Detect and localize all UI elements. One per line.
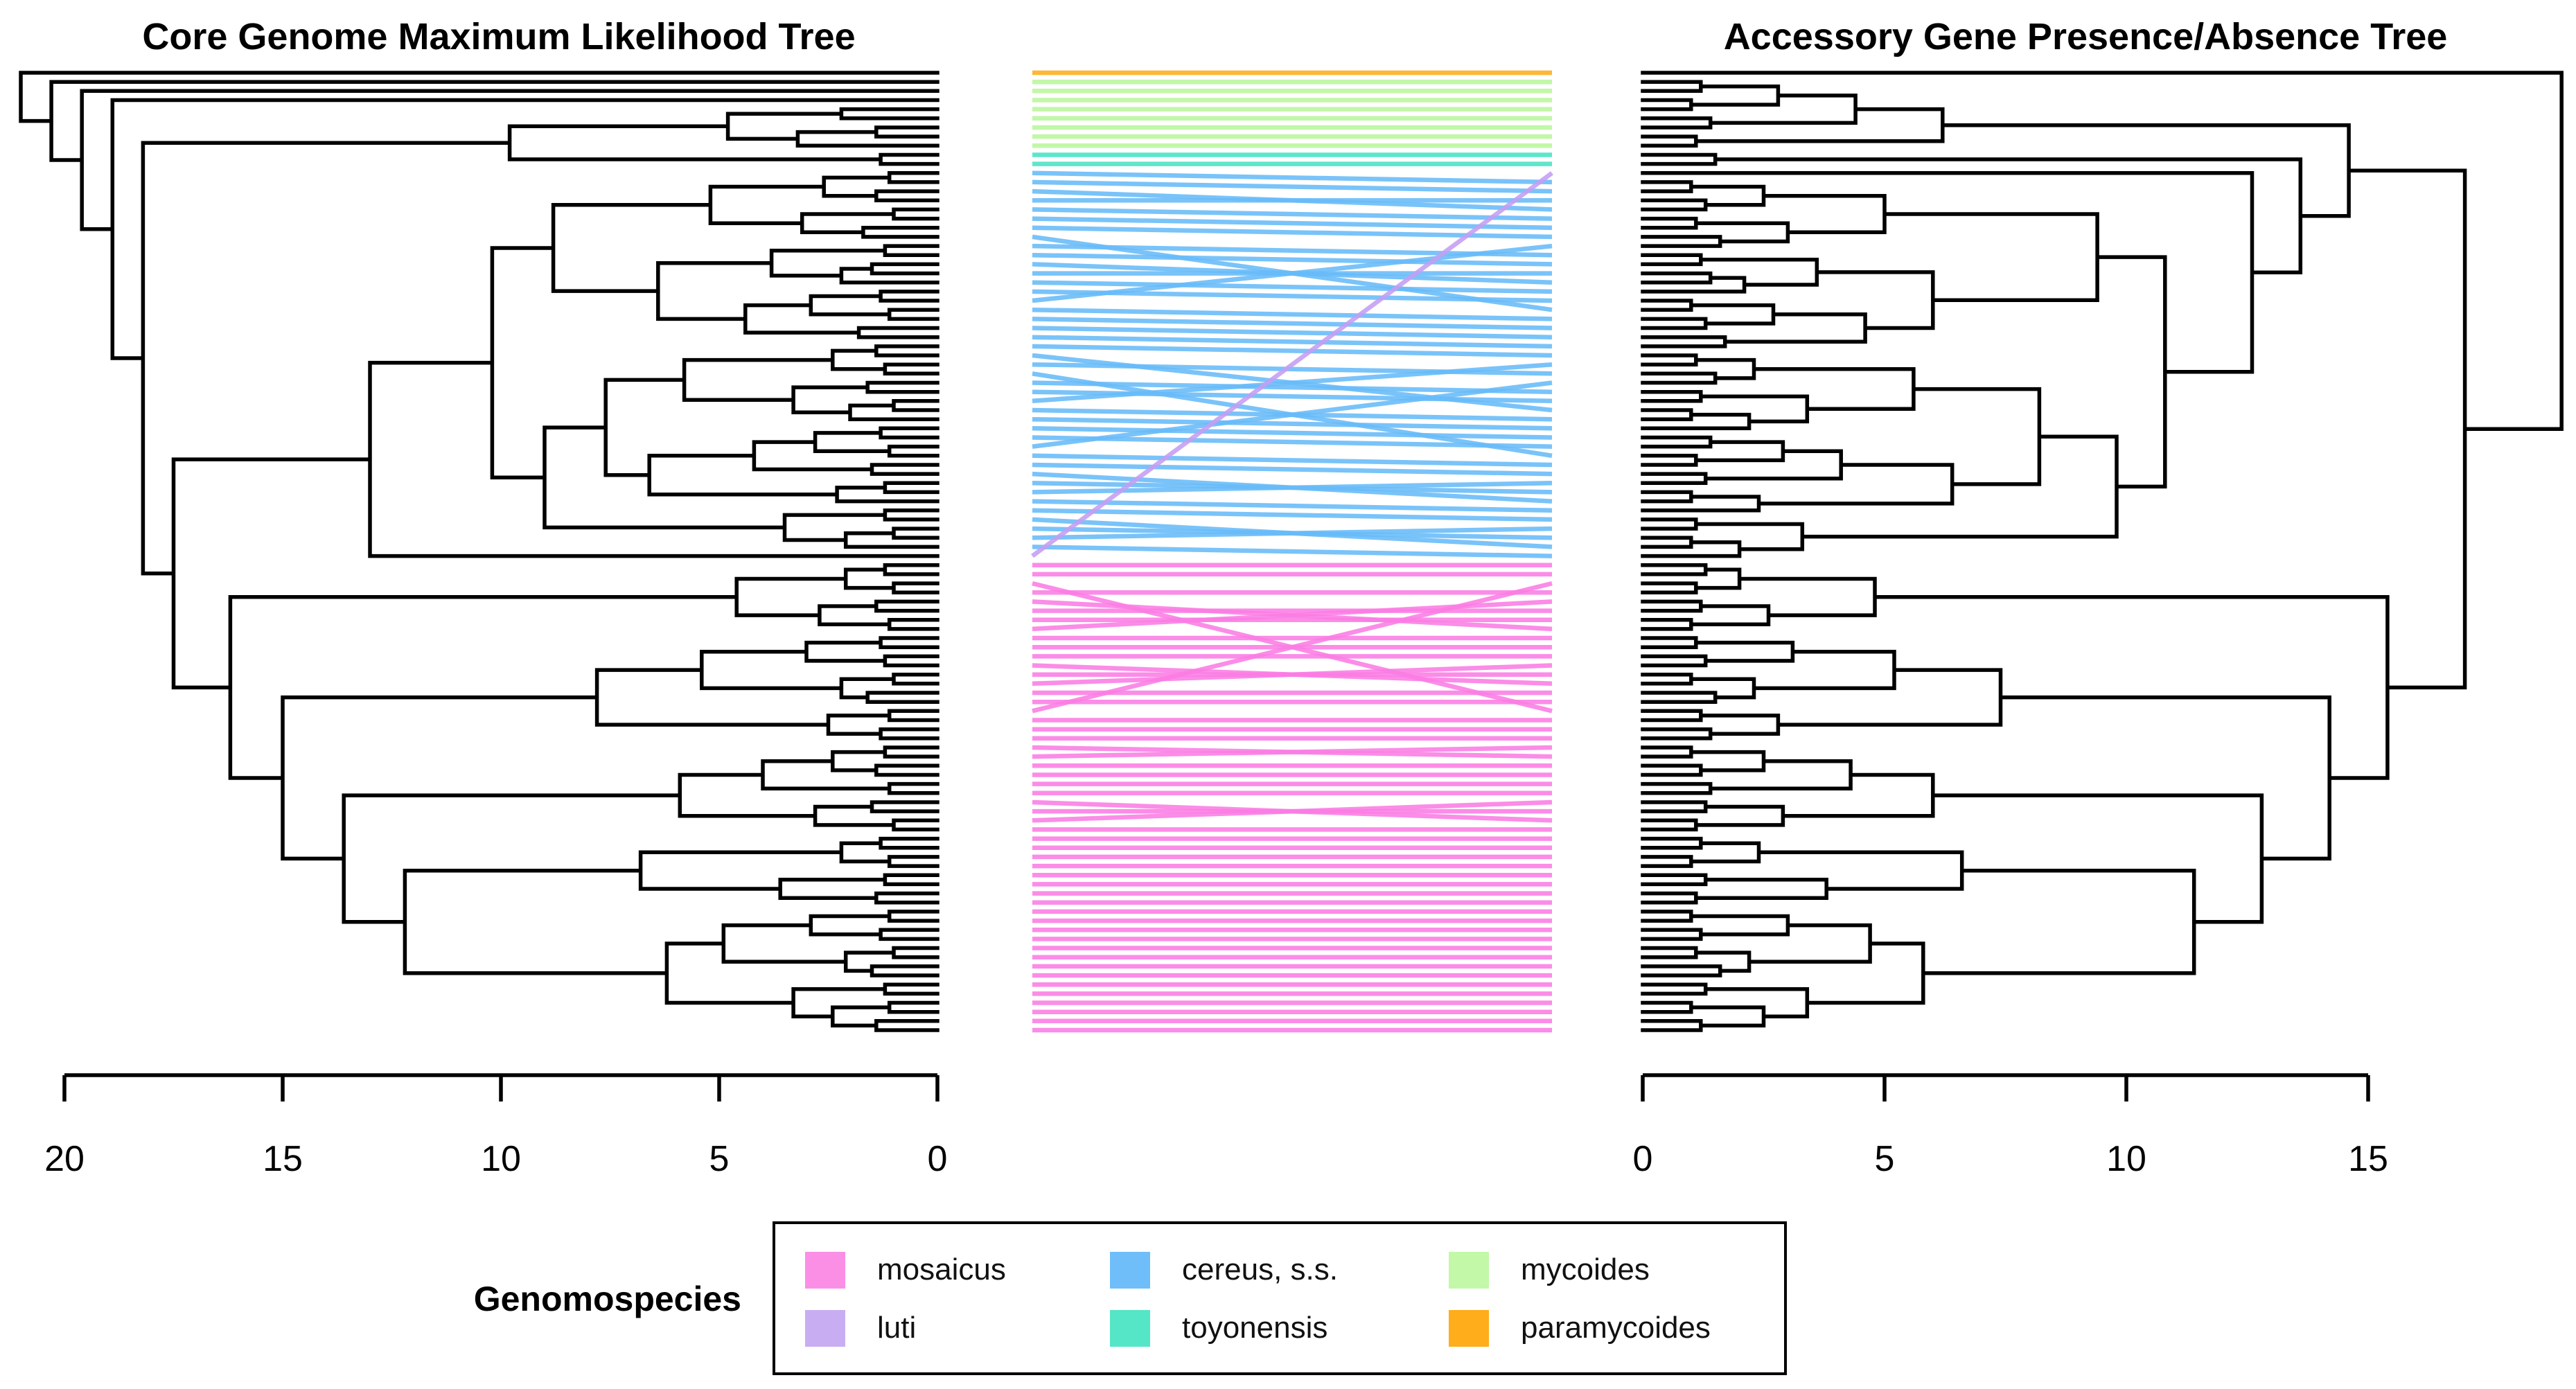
legend-title: Genomospecies	[473, 1280, 741, 1318]
link-cereusss	[1032, 380, 1553, 394]
link-cereusss	[1032, 207, 1553, 221]
link-cereusss	[1032, 453, 1553, 468]
right-axis-tick-label: 15	[2348, 1139, 2388, 1179]
cereus-label: cereus, s.s.	[1182, 1253, 1338, 1286]
left-tree-branches	[19, 71, 939, 1032]
toyonensis-swatch	[1110, 1309, 1150, 1347]
link-cereusss	[1032, 170, 1553, 185]
cereus-swatch	[1110, 1251, 1150, 1289]
legend-item-mycoides: mycoides	[1449, 1250, 1650, 1289]
mycoides-swatch	[1449, 1251, 1489, 1289]
link-cereusss	[1032, 416, 1553, 431]
left-axis-tick-label: 20	[44, 1139, 85, 1179]
connector-lines	[1031, 70, 1553, 1033]
right-axis-line	[1641, 1073, 2370, 1102]
legend-item-cereus: cereus, s.s.	[1110, 1250, 1338, 1289]
left-axis-tick-label: 10	[481, 1139, 521, 1179]
mycoides-label: mycoides	[1521, 1253, 1650, 1286]
link-cereusss	[1032, 344, 1553, 358]
paramycoides-swatch	[1449, 1309, 1489, 1347]
left-axis-tick-label: 0	[928, 1139, 948, 1179]
link-mosaicus	[1032, 745, 1553, 759]
link-cereusss	[1032, 335, 1553, 349]
left-axis: 20 15 10 5 0	[44, 1073, 948, 1179]
left-tree-title: Core Genome Maximum Likelihood Tree	[142, 16, 856, 57]
left-axis-line	[62, 1073, 939, 1102]
link-cereusss	[1032, 326, 1553, 339]
link-cereusss	[1032, 188, 1553, 212]
link-cereusss	[1032, 499, 1553, 513]
mosaicus-swatch	[805, 1251, 845, 1289]
mosaicus-label: mosaicus	[877, 1253, 1006, 1286]
link-luti	[1031, 171, 1553, 558]
link-cereusss	[1032, 508, 1553, 522]
link-cereusss	[1032, 216, 1553, 231]
right-axis-tick-label: 5	[1875, 1139, 1895, 1179]
link-cereusss	[1032, 471, 1553, 504]
link-mosaicus	[1032, 799, 1553, 823]
link-cereusss	[1032, 317, 1553, 330]
link-cereusss	[1032, 353, 1553, 413]
link-cereusss	[1032, 252, 1553, 267]
right-axis: 0 5 10 15	[1633, 1073, 2388, 1179]
legend: mosaicus luti cereus, s.s. toyonensis my…	[773, 1221, 1787, 1375]
link-cereusss	[1032, 371, 1553, 459]
right-axis-tick-label: 10	[2106, 1139, 2146, 1179]
toyonensis-label: toyonensis	[1182, 1311, 1328, 1345]
luti-swatch	[805, 1309, 845, 1347]
right-axis-tick-label: 0	[1633, 1139, 1653, 1179]
paramycoides-label: paramycoides	[1521, 1311, 1711, 1345]
link-mosaicus	[1032, 581, 1553, 714]
link-cereusss	[1032, 462, 1553, 477]
legend-item-toyonensis: toyonensis	[1110, 1309, 1327, 1347]
right-tree-title: Accessory Gene Presence/Absence Tree	[1723, 16, 2448, 57]
link-cereusss	[1032, 517, 1553, 549]
link-cereusss	[1032, 179, 1553, 194]
link-mosaicus	[1032, 663, 1553, 687]
link-cereusss	[1032, 545, 1553, 558]
luti-label: luti	[877, 1311, 917, 1345]
legend-item-paramycoides: paramycoides	[1449, 1309, 1711, 1347]
left-axis-tick-label: 15	[263, 1139, 303, 1179]
legend-item-luti: luti	[805, 1309, 916, 1347]
left-axis-tick-label: 5	[709, 1139, 730, 1179]
link-cereusss	[1032, 426, 1553, 440]
link-cereusss	[1032, 307, 1553, 321]
right-tree	[1641, 71, 2564, 1032]
left-tree	[19, 71, 939, 1032]
link-cereusss	[1032, 234, 1553, 312]
link-cereusss	[1032, 435, 1553, 449]
right-tree-branches	[1641, 71, 2564, 1032]
legend-item-mosaicus: mosaicus	[805, 1250, 1006, 1289]
link-cereusss	[1032, 280, 1553, 294]
